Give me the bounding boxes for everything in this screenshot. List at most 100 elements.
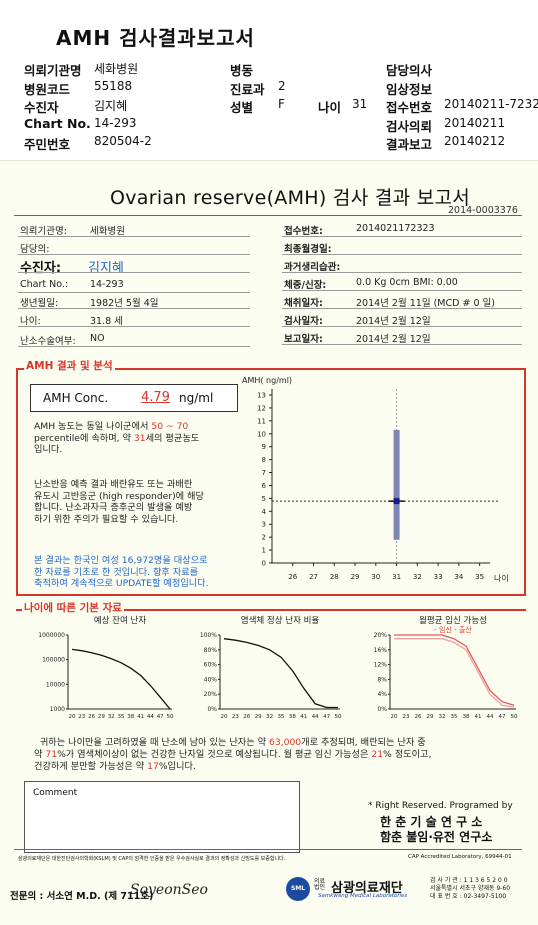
y-tick-label: 9 — [262, 443, 266, 451]
mini-x-tick: 50 — [335, 714, 342, 720]
mini-x-tick: 38 — [289, 714, 296, 720]
x-tick-label: 29 — [351, 573, 360, 581]
y-tick-label: 13 — [257, 392, 266, 400]
info-label: 생년월일: — [20, 298, 59, 309]
mini-series-line — [71, 648, 171, 710]
mini-x-tick: 20 — [69, 714, 76, 720]
mini-y-tick: 12% — [374, 662, 388, 669]
mini-x-tick: 26 — [88, 714, 95, 720]
y-tick-label: 1 — [262, 547, 266, 555]
info-label: 의뢰기관명: — [20, 226, 67, 237]
info-value: 2014년 2월 12일 — [356, 334, 431, 345]
info-value: 1982년 5월 4일 — [90, 298, 159, 309]
info-label: 난소수술여부: — [20, 336, 76, 347]
normal-egg-ratio-chart: 염색체 정상 난자 비율 100% 80% 60% 40% 20% 0% 20 23 26 29 32… — [200, 615, 342, 720]
info-value: 2014021172323 — [356, 223, 435, 234]
info-label: 최종월경일: — [284, 244, 332, 255]
info2: 서울특별시 서초구 양재동 9-60 — [430, 885, 511, 892]
mini-y-tick: 1000000 — [38, 632, 65, 639]
mini-x-tick: 47 — [323, 714, 330, 720]
y-tick-label: 8 — [262, 456, 266, 464]
p2-line: 하기 위한 주의가 필요할 수 있습니다. — [34, 513, 179, 525]
doctor-line: 전문의 : 서소연 M.D. (제 711호) — [10, 891, 154, 902]
info-label: 나이: — [20, 316, 41, 327]
header-label: 접수번호 — [386, 100, 433, 115]
foundation-name-en: Samkwang Medical Laboratories — [318, 893, 408, 899]
mini-x-tick: 29 — [98, 714, 105, 720]
mini-y-tick: 10000 — [46, 681, 65, 688]
mini-x-tick: 29 — [255, 714, 262, 720]
comment-box: Comment — [24, 781, 300, 853]
p1-age: 31 — [133, 432, 146, 444]
y-tick-label: 11 — [257, 417, 266, 425]
mini-x-tick: 20 — [391, 714, 398, 720]
foundation-info: 검 사 기 관 : 1 1 3 6 5 2 0 0 서울특별시 서초구 양재동 … — [430, 877, 510, 901]
mini-y-tick: 40% — [204, 676, 218, 683]
mini-series-line — [394, 638, 515, 708]
mini-y-tick: 20% — [374, 632, 388, 639]
header-label: 성별 — [230, 100, 254, 115]
info-value: 김지혜 — [88, 261, 124, 276]
mini-y-tick: 80% — [204, 647, 218, 654]
remaining-eggs-chart: 예상 잔여 난자 1000000 100000 10000 1000 20 23 26 29 32… — [38, 615, 174, 720]
cap-text: CAP Accredited Laboratory, 69944-01 — [408, 854, 512, 860]
report-title: Ovarian reserve(AMH) 검사 결과 보고서 — [110, 187, 471, 209]
report-id: 2014-0003376 — [448, 205, 518, 216]
info-value: 0.0 Kg 0cm BMI: 0.00 — [356, 277, 458, 288]
foundation-small: 의료 법인 — [314, 878, 326, 891]
info-value: 2014년 2월 11일 (MCD # 0 일) — [356, 298, 495, 309]
range-bar — [393, 429, 400, 540]
mini-x-tick: 26 — [243, 714, 250, 720]
info-rule — [282, 272, 522, 273]
y-tick-label: 6 — [262, 482, 267, 490]
info3: 대 표 번 호 : 02-3497-5100 — [430, 893, 507, 900]
mini-x-tick: 32 — [108, 714, 115, 720]
info-rule — [18, 236, 250, 237]
mini-chart-title: 월평균 임신 가능성 — [419, 615, 487, 626]
comment-label: Comment — [33, 788, 78, 798]
info-value: NO — [90, 333, 105, 344]
mini-legend: - 임신 - 출산 — [434, 625, 472, 634]
p3-line: 본 결과는 한국인 여성 16,972명을 대상으로 — [34, 555, 208, 566]
header-label: 나이 — [318, 100, 342, 115]
header-title: AMH 검사결과보고서 — [56, 26, 255, 50]
x-tick-label: 28 — [330, 573, 339, 581]
y-tick-label: 4 — [262, 508, 267, 516]
header-value: 20140212 — [444, 134, 506, 148]
eggs-value: 63,000 — [269, 737, 302, 748]
x-tick-label: 35 — [475, 573, 484, 581]
mini-x-tick: 26 — [415, 714, 422, 720]
mini-x-tick: 35 — [451, 714, 458, 720]
x-tick-label: 30 — [371, 573, 380, 581]
info-rule — [18, 308, 250, 309]
mini-y-tick: 60% — [204, 662, 218, 669]
info-label: 검사일자: — [284, 316, 323, 327]
mini-y-tick: 100% — [200, 632, 217, 639]
header-value: 김지혜 — [94, 99, 128, 113]
mini-x-tick: 35 — [278, 714, 285, 720]
info-label: 과거생리습관: — [284, 262, 341, 273]
mini-series-line — [223, 638, 338, 709]
header-label: 수진자 — [24, 100, 59, 115]
mini-y-tick: 8% — [377, 676, 387, 683]
info-rule — [18, 326, 250, 327]
mini-x-tick: 29 — [427, 714, 434, 720]
mini-y-tick: 0% — [377, 706, 387, 713]
title-divider — [14, 215, 522, 216]
info-rule — [282, 344, 522, 345]
info-label: 접수번호: — [284, 226, 323, 237]
info-value: 세화병원 — [90, 226, 125, 237]
header-value: 820504-2 — [94, 134, 152, 148]
p1-a: AMH 농도는 동일 나이군에서 — [34, 421, 149, 432]
amh-conc-value: 4.79 — [141, 390, 170, 405]
info-label: Chart No.: — [20, 279, 69, 290]
info-value: 14-293 — [90, 279, 124, 290]
y-tick-label: 10 — [257, 430, 266, 438]
header-value: 20140211-72323 — [444, 97, 538, 111]
info-rule — [282, 290, 522, 291]
credit-line1: * Right Reserved. Programed by — [368, 801, 513, 811]
mini-x-tick: 44 — [147, 714, 154, 720]
mini-x-tick: 23 — [232, 714, 239, 720]
info-value: 31.8 세 — [90, 316, 123, 327]
info-rule — [18, 292, 250, 293]
